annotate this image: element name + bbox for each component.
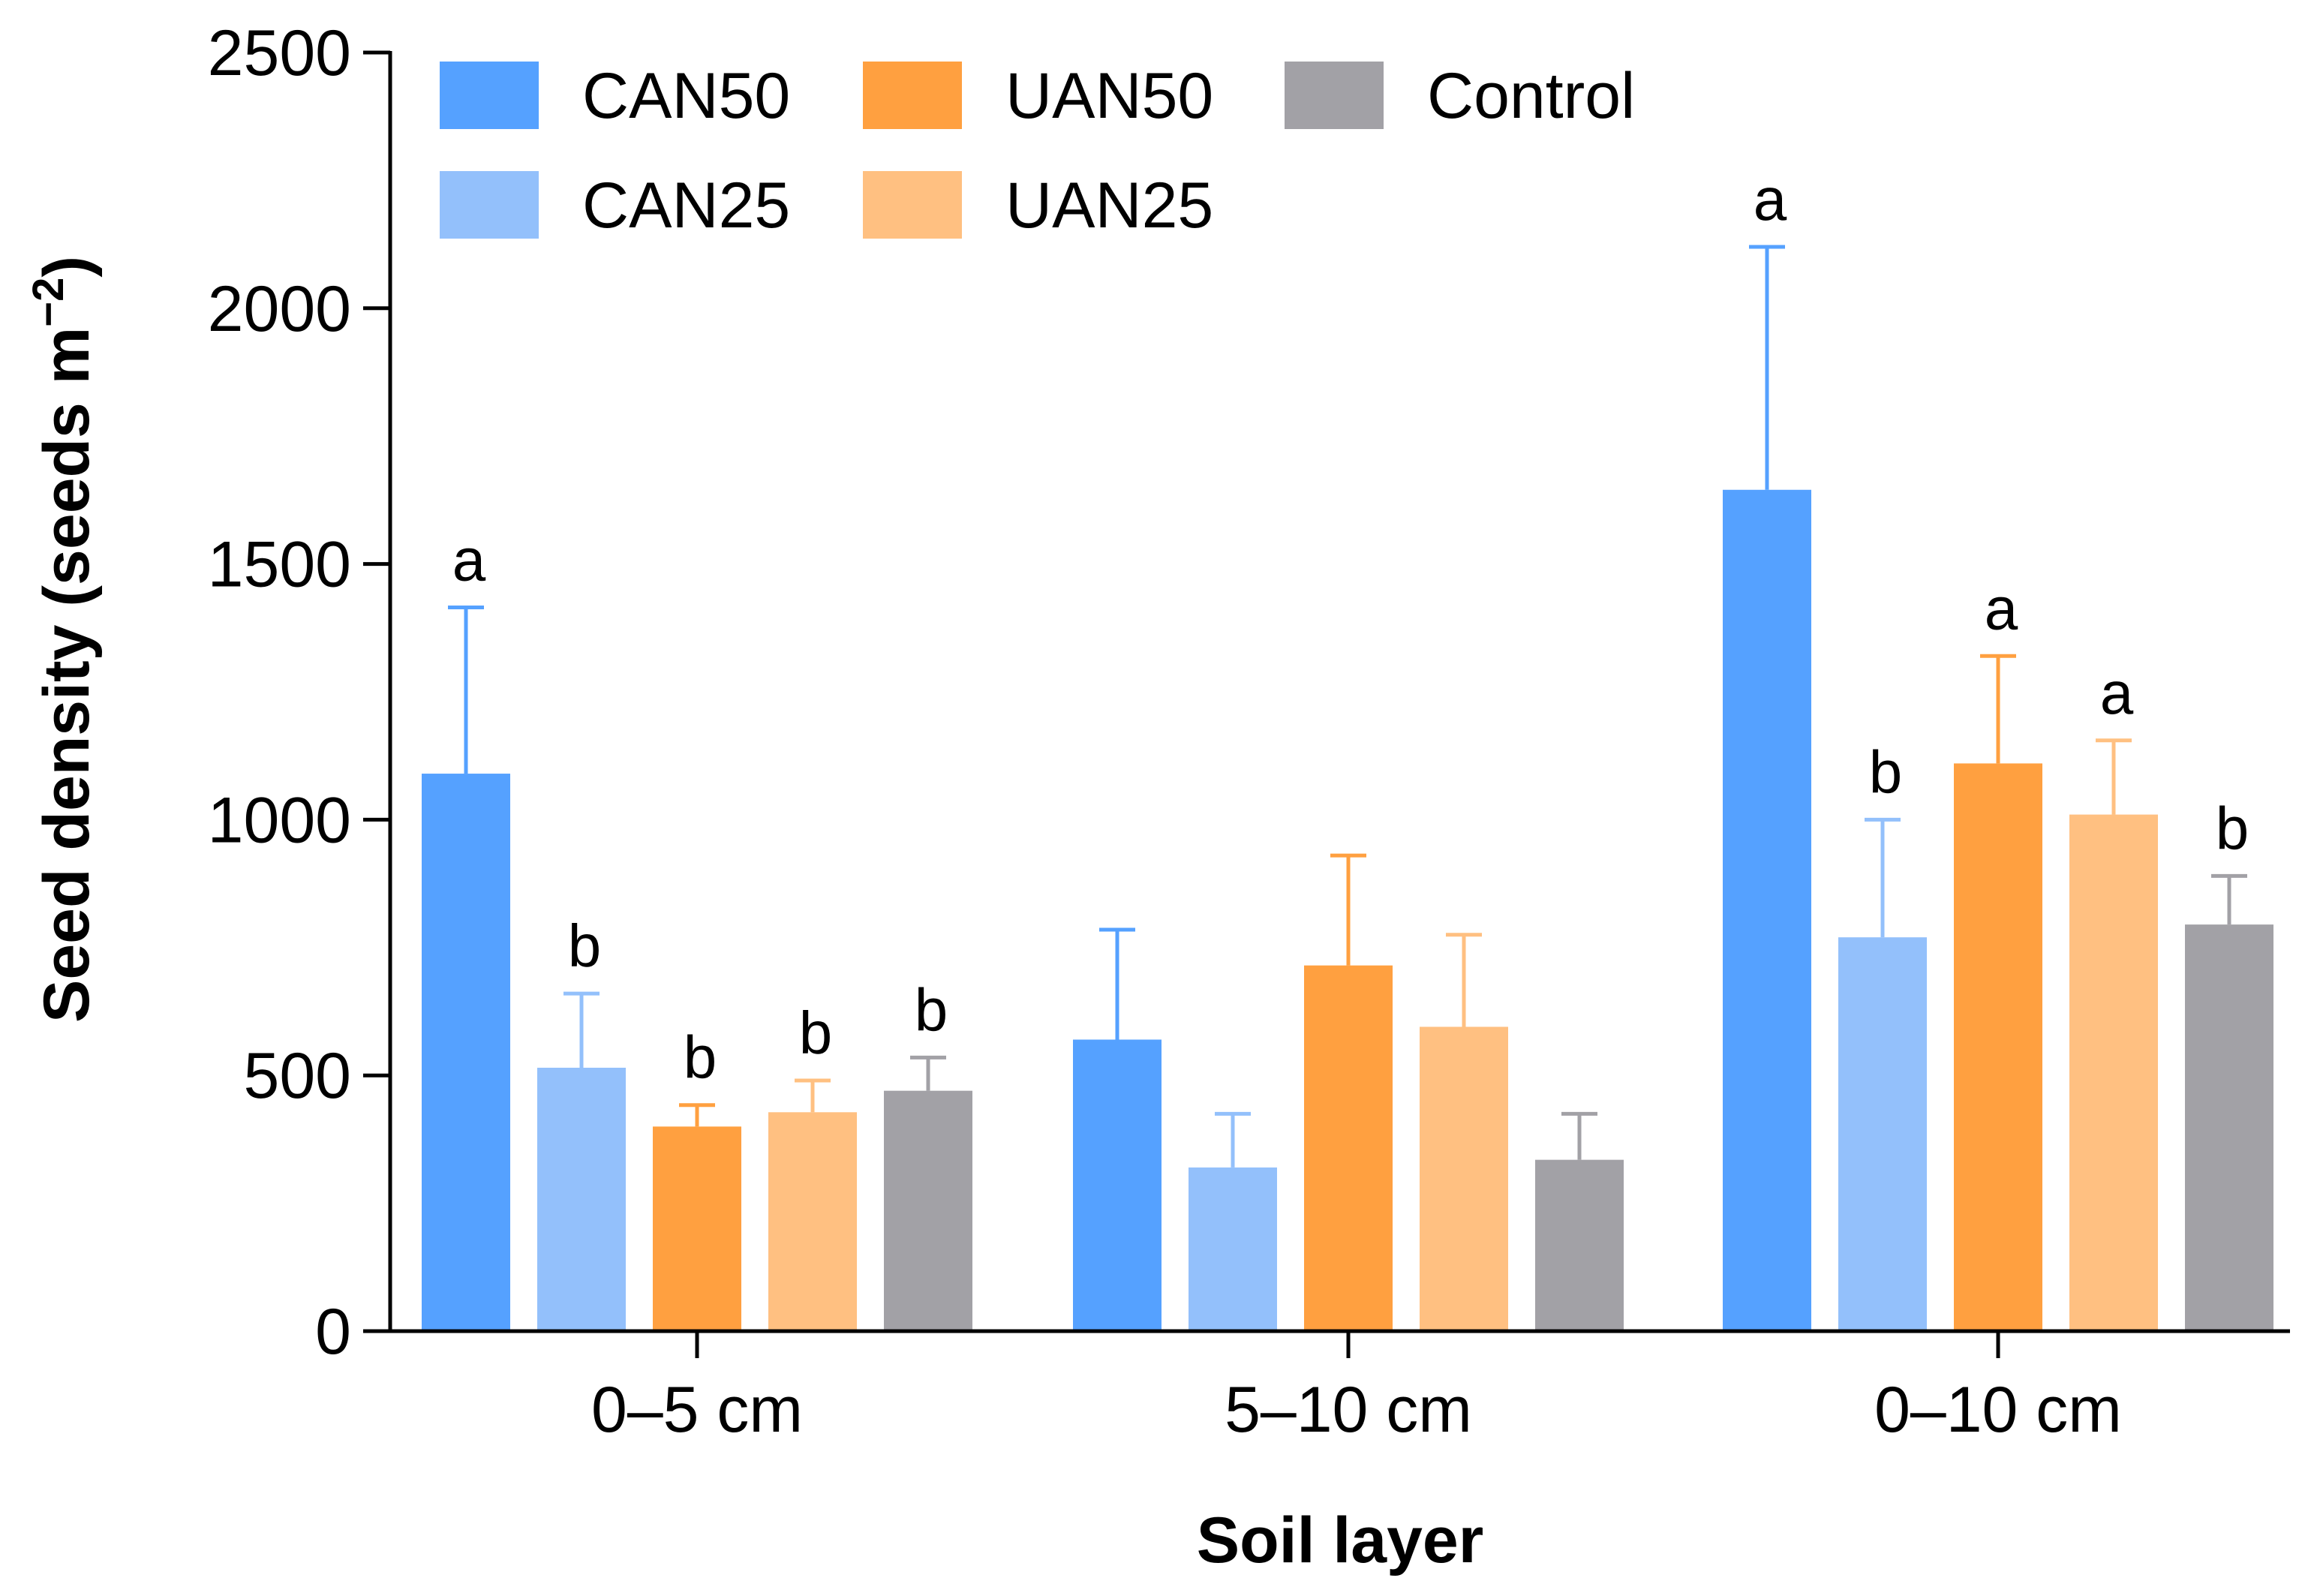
legend-label-control: Control: [1427, 60, 1635, 132]
y-tick-label: 2000: [208, 273, 351, 345]
legend-swatch-can25: [440, 171, 539, 239]
significance-label: a: [1985, 575, 2018, 642]
legend-label-uan25: UAN25: [1005, 170, 1213, 242]
bar-control-1: [1535, 1159, 1624, 1331]
y-tick-label: 1000: [208, 784, 351, 856]
bar-uan25-1: [1420, 1026, 1508, 1331]
axes-layer: [388, 51, 2290, 1333]
x-tick-label: 0–10 cm: [1874, 1374, 2122, 1446]
y-axis-title: Seed density (seeds m−2): [24, 256, 103, 1023]
x-axis-title: Soil layer: [1197, 1504, 1483, 1576]
significance-label: b: [568, 912, 602, 979]
bar-can25-0: [537, 1067, 626, 1331]
bar-can25-1: [1189, 1167, 1277, 1331]
significance-label: a: [2100, 660, 2134, 726]
y-tick-label: 2500: [208, 17, 351, 89]
bar-control-2: [2185, 924, 2273, 1331]
y-axis-title-close: ): [31, 256, 103, 278]
error-bars-layer: [448, 245, 2247, 1168]
legend-swatch-uan50: [863, 62, 962, 129]
legend-swatch-control: [1285, 62, 1384, 129]
y-tick-label: 0: [315, 1296, 351, 1368]
legend-label-can25: CAN25: [582, 170, 790, 242]
significance-label: a: [452, 527, 486, 594]
y-tick-label: 1500: [208, 529, 351, 601]
x-ticks-layer: 0–5 cm 5–10 cm 0–10 cm: [591, 1331, 2122, 1446]
bar-can50-1: [1073, 1039, 1162, 1331]
bar-can50-0: [422, 774, 510, 1331]
legend-swatch-can50: [440, 62, 539, 129]
legend-label-uan50: UAN50: [1005, 60, 1213, 132]
bar-can25-2: [1838, 937, 1927, 1331]
legend: CAN50 UAN50 Control CAN25 UAN25: [440, 60, 1635, 242]
y-axis-title-superscript: −2: [24, 278, 73, 327]
x-tick-label: 5–10 cm: [1225, 1374, 1472, 1446]
significance-label: b: [915, 976, 948, 1043]
legend-label-can50: CAN50: [582, 60, 790, 132]
significance-labels-layer: a b b b b a b a a b: [452, 166, 2249, 1091]
bar-can50-2: [1723, 489, 1811, 1331]
bar-uan25-2: [2069, 814, 2158, 1331]
bars-layer: [422, 489, 2273, 1331]
y-ticks-layer: 0 500 1000 1500 2000 2500: [208, 17, 390, 1368]
legend-swatch-uan25: [863, 171, 962, 239]
significance-label: b: [799, 999, 833, 1066]
bar-uan50-2: [1954, 763, 2042, 1331]
bar-uan50-0: [653, 1126, 741, 1331]
significance-label: b: [2216, 795, 2249, 861]
significance-label: b: [1869, 738, 1903, 805]
bar-uan25-0: [768, 1112, 857, 1331]
bar-control-0: [884, 1090, 972, 1331]
significance-label: b: [684, 1024, 717, 1091]
x-tick-label: 0–5 cm: [591, 1374, 803, 1446]
significance-label: a: [1754, 166, 1787, 233]
y-tick-label: 500: [244, 1040, 352, 1112]
bar-uan50-1: [1304, 965, 1393, 1331]
y-axis-title-main: Seed density (seeds m: [31, 327, 103, 1023]
